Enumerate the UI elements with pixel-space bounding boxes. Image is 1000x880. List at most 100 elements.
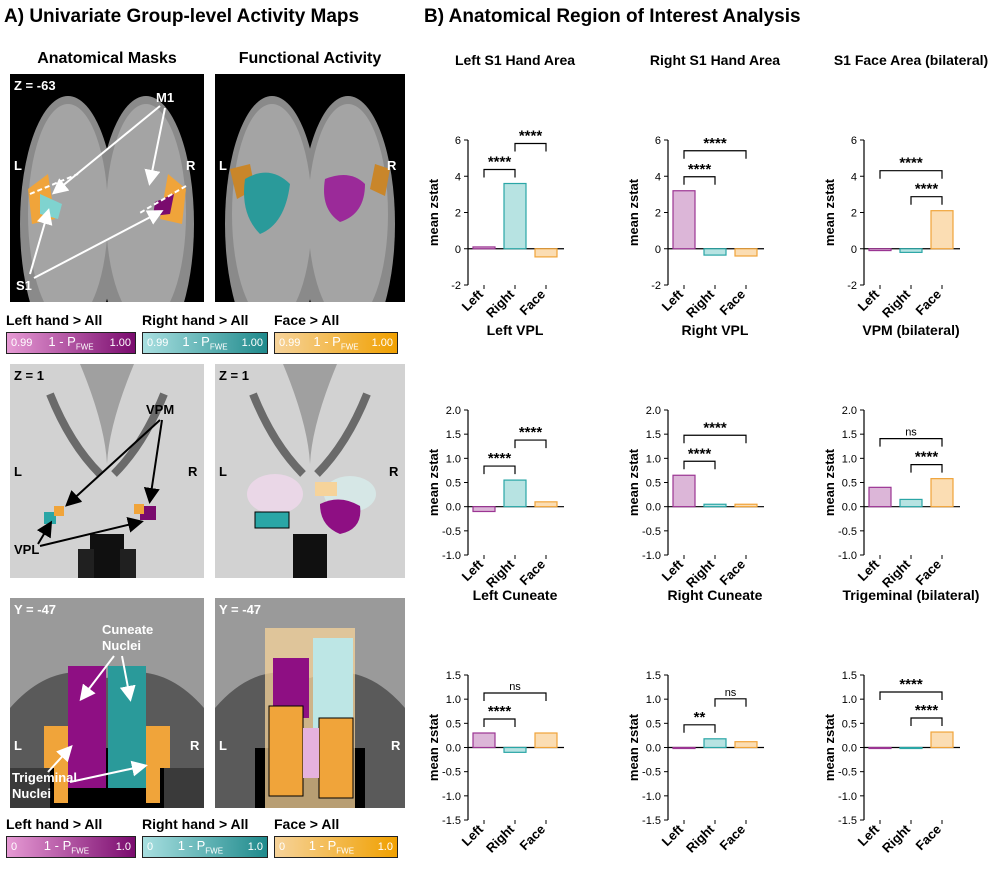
significance-label: **** [899,676,923,693]
z-label-top: Z = -63 [14,78,56,93]
bar-left [472,246,496,250]
y-tick-label: 1.5 [842,670,857,682]
legend-mid: 1 - PFWE [308,838,355,856]
chart-title: Right S1 Hand Area [650,52,780,68]
legend-name: Face > All [274,816,340,832]
y-tick-label: -1.0 [838,550,857,562]
left-marker-bottom-func: L [219,738,227,753]
significance-bracket [514,439,547,449]
right-marker-mid: R [188,464,198,479]
significance-bracket [879,170,943,179]
legend-name: Left hand > All [6,312,103,328]
y-axis-label: mean zstat [626,178,641,246]
bar-face [534,248,558,258]
legend-name: Right hand > All [142,312,249,328]
legend-high: 1.0 [247,841,263,853]
significance-bracket [483,465,516,475]
y-tick-label: -1.0 [642,791,661,803]
y-axis-label: mean zstat [426,448,441,516]
legend-mid: 1 - PFWE [177,838,224,856]
bar-left [868,746,892,750]
y-tick-label: 1.5 [646,429,661,441]
significance-label: ns [509,681,521,693]
significance-label: **** [915,181,939,198]
x-tick-label: Face [717,822,749,854]
significance-bracket [879,438,943,447]
significance-label: **** [703,419,727,436]
y-tick-label: 0.5 [446,478,461,490]
left-marker-mid: L [14,464,22,479]
bar-face [734,248,758,257]
legend-colorbar: 0 1 - PFWE 1.0 [142,836,268,858]
significance-bracket [514,142,547,152]
y-tick-label: 0 [655,244,661,256]
y-tick-label: -2 [847,280,857,292]
vpm-label: VPM [146,402,175,417]
significance-bracket [483,718,516,727]
significance-label: **** [519,424,543,441]
y-tick-label: 0.0 [842,502,857,514]
bar-left [472,506,496,513]
bar-left [868,486,892,508]
legend-name: Left hand > All [6,816,103,832]
chart-title: VPM (bilateral) [862,322,959,338]
y-tick-label: 1.0 [842,453,857,465]
bar-left [472,732,496,749]
y-tick-label: 0.5 [842,718,857,730]
bar-right [703,248,727,256]
y-tick-label: -1.0 [442,791,461,803]
legend-colorbar: 0 1 - PFWE 1.0 [274,836,398,858]
x-tick-label: Right [879,556,914,591]
y-tick-label: 1.5 [446,670,461,682]
legend-low: 0 [147,841,154,853]
significance-label: **** [488,154,512,171]
y-tick-label: 6 [455,135,461,147]
y-tick-label: 6 [851,135,857,147]
legend-colorbar: 0.99 1 - PFWE 1.00 [274,332,398,354]
m1-label: M1 [156,90,175,105]
right-marker-bottom-func: R [391,738,401,753]
y-tick-label: -1.0 [642,550,661,562]
y-tick-label: 4 [851,171,857,183]
x-tick-label: Right [879,821,914,856]
legend-high: 1.00 [371,337,393,349]
y-tick-label: 0.5 [646,718,661,730]
chart-title: Left S1 Hand Area [455,52,575,68]
right-marker-func: R [387,158,397,173]
x-tick-label: Right [483,821,518,856]
x-tick-label: Face [517,822,549,854]
trigeminal-label: Trigeminal Nuclei [12,770,78,801]
y-tick-label: 2 [655,208,661,220]
legend-low: 0 [279,841,286,853]
left-marker: L [14,158,22,173]
x-tick-label: Face [913,822,945,854]
legend-mid: 1 - PFWE [43,838,90,856]
y-tick-label: 0 [851,244,857,256]
brainstem-anatomical-image: Y = -47 Cuneate Nuclei L R Trigeminal Nucl… [10,598,204,808]
significance-label: ns [905,427,917,439]
functional-activity-header: Functional Activity [238,50,382,67]
significance-bracket [683,150,747,159]
legend-high: 1.00 [241,337,263,349]
significance-bracket [683,724,716,733]
y-tick-label: -0.5 [838,526,857,538]
bar-face [534,732,558,749]
panel-a-title: A) Univariate Group-level Activity Maps [4,6,360,27]
legend-high: 1.00 [109,337,131,349]
significance-bracket [683,460,716,470]
x-tick-label: Face [517,287,549,319]
bar-right [899,498,923,508]
y-tick-label: 1.0 [646,694,661,706]
x-tick-label: Face [913,557,945,589]
x-tick-label: Right [683,286,718,321]
bar-left [672,746,696,750]
chart-title: Right Cuneate [668,587,763,603]
y-tick-label: -0.5 [442,526,461,538]
significance-bracket [683,434,747,444]
y-tick-label: 0.0 [446,743,461,755]
y-tick-label: 1.0 [446,453,461,465]
bar-left [672,474,696,508]
y-tick-label: 0.0 [646,743,661,755]
significance-label: **** [688,445,712,462]
